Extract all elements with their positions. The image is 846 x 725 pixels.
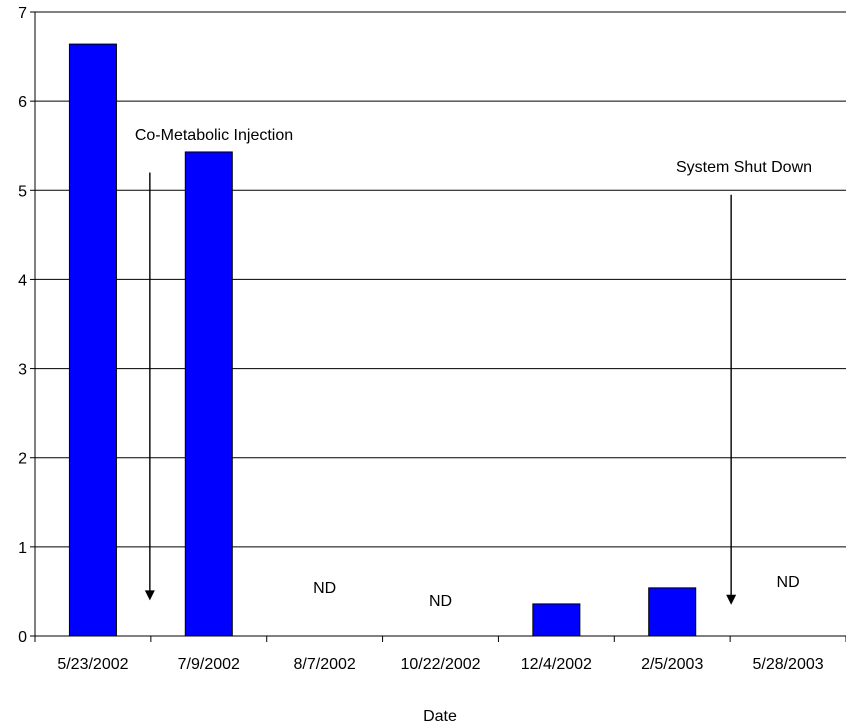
- y-tick-label: 0: [18, 629, 27, 646]
- axes: [30, 11, 846, 642]
- x-tick-label: 8/7/2002: [294, 656, 356, 673]
- y-tick-label: 4: [18, 272, 27, 289]
- labels: 0 1 2 3 4 5 6 7 5/23/2002 7/9/2002 8/7/2002 ND 10/22…: [18, 5, 824, 673]
- y-tick-label: 1: [18, 540, 27, 557]
- x-tick-label: 5/23/2002: [57, 656, 128, 673]
- annotation-text: System Shut Down: [676, 159, 812, 176]
- x-tick-label: 10/22/2002: [400, 656, 480, 673]
- bar: [68, 43, 117, 637]
- y-tick-label: 3: [18, 362, 27, 379]
- gridlines: [35, 11, 846, 548]
- x-tick-label: 7/9/2002: [178, 656, 240, 673]
- y-tick-label: 5: [18, 183, 27, 200]
- x-tick-label: 5/28/2003: [752, 656, 823, 673]
- x-tick-label: 12/4/2002: [521, 656, 592, 673]
- y-tick-label: 6: [18, 94, 27, 111]
- data-label: ND: [429, 593, 452, 610]
- y-tick-label: 2: [18, 451, 27, 468]
- bar: [648, 587, 697, 637]
- arrowhead: [726, 594, 737, 605]
- x-tick-label: 2/5/2003: [641, 656, 703, 673]
- data-label: ND: [777, 574, 800, 591]
- data-label: ND: [313, 580, 336, 597]
- arrowhead: [144, 590, 155, 601]
- x-axis-title: Date: [423, 708, 457, 725]
- bar: [532, 603, 581, 637]
- annotation-text: Co-Metabolic Injection: [135, 127, 293, 144]
- bar: [184, 151, 233, 637]
- y-tick-label: 7: [18, 5, 27, 22]
